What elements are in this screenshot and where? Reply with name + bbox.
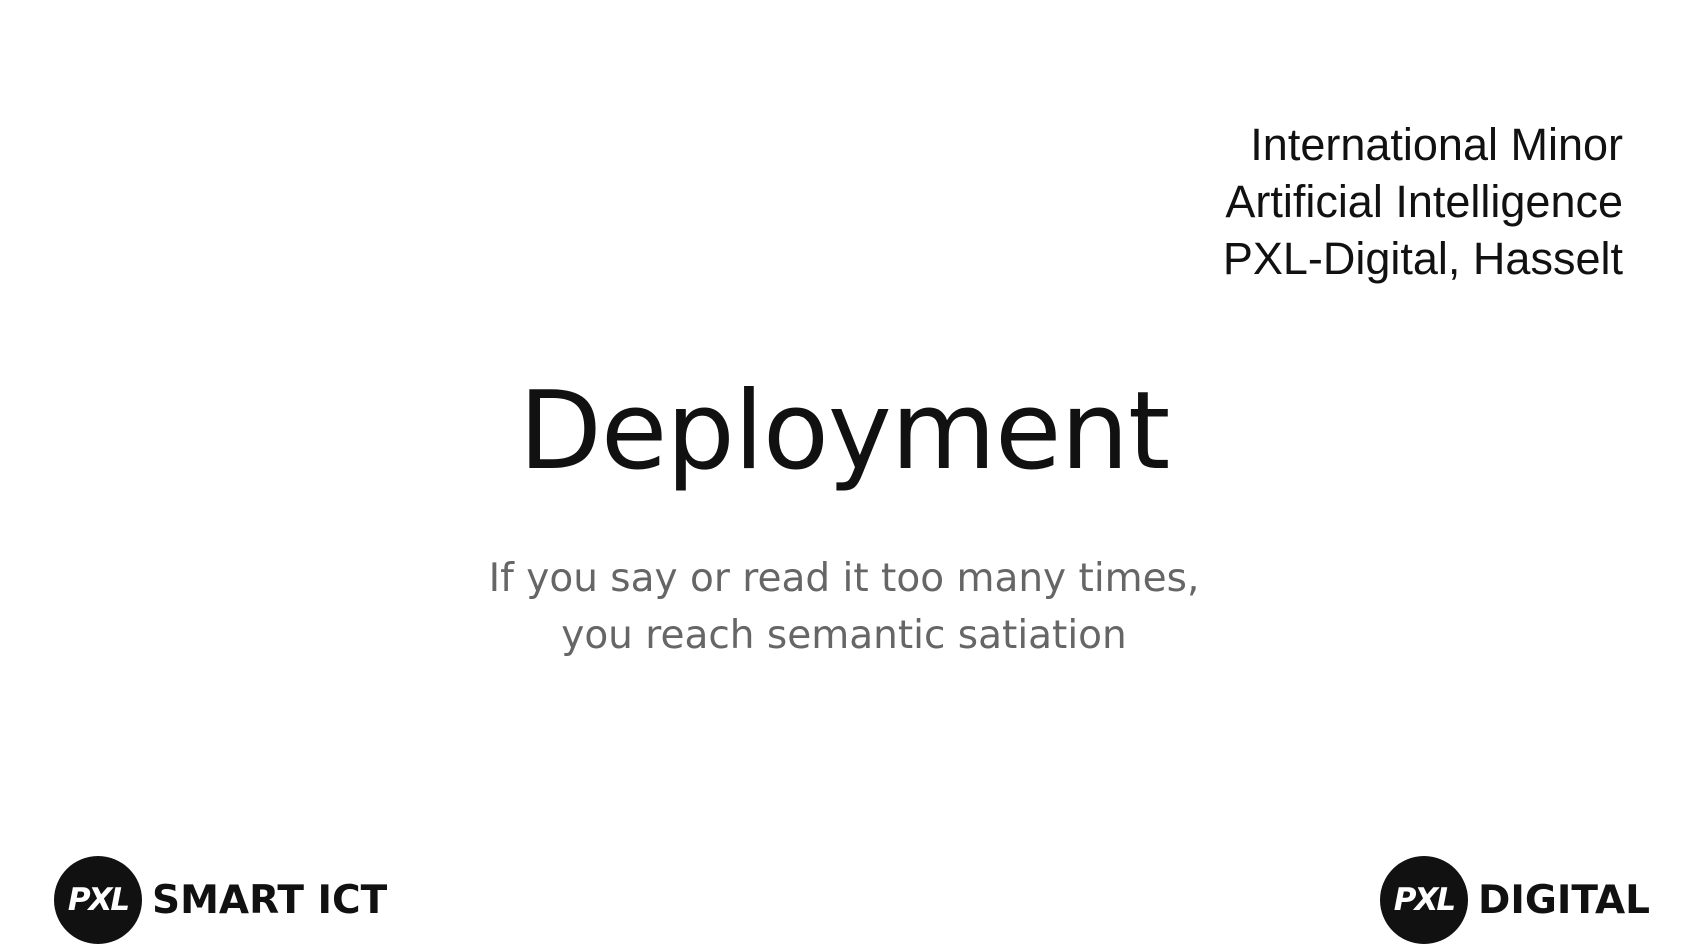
pxl-logo-mark: PXL (1379, 856, 1468, 944)
subtitle-line-2: you reach semantic satiation (561, 613, 1127, 658)
digital-wordmark: DIGITAL (1477, 877, 1650, 923)
program-subject: Artificial Intelligence (1225, 176, 1623, 227)
pxl-digital-logo: PXL DIGITAL (1379, 856, 1650, 944)
subtitle-line-1: If you say or read it too many times, (488, 556, 1200, 601)
slide-title: Deployment (518, 369, 1171, 494)
smart-ict-wordmark: SMART ICT (152, 877, 388, 923)
pxl-logo-mark: PXL (54, 856, 142, 944)
pxl-smart-ict-logo: PXL SMART ICT (54, 856, 387, 944)
slide-subtitle: If you say or read it too many times, yo… (0, 550, 1688, 664)
institution-location: PXL-Digital, Hasselt (1222, 233, 1623, 284)
program-name: International Minor (1250, 119, 1623, 170)
organization-info: International Minor Artificial Intellige… (1223, 116, 1623, 287)
